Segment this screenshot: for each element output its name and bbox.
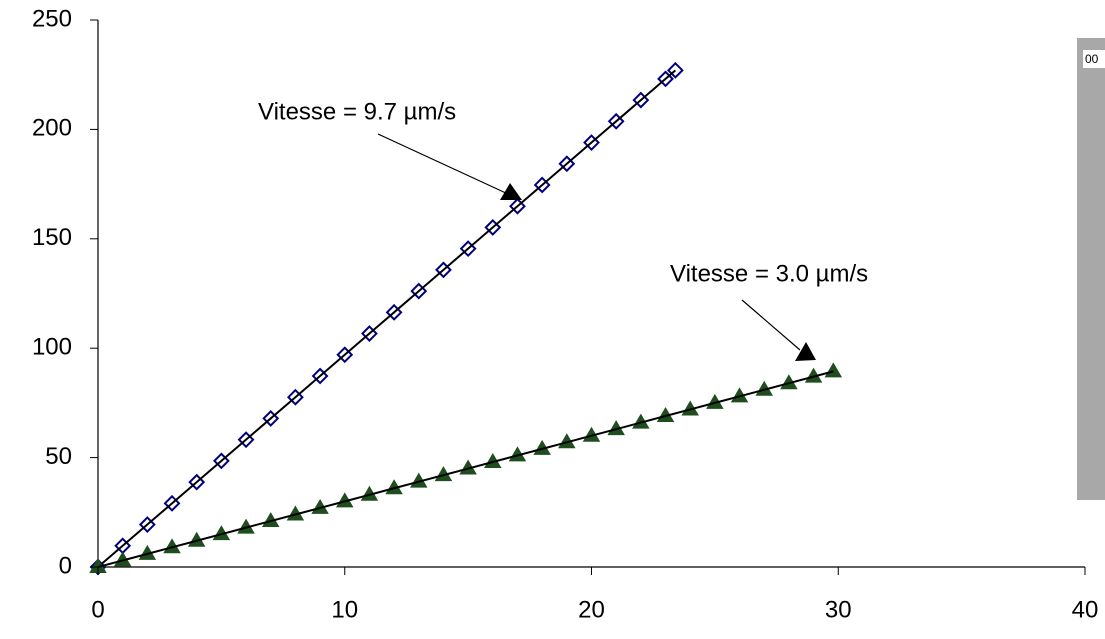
data-point: [311, 367, 329, 385]
data-point: [163, 494, 181, 512]
data-point: [459, 240, 477, 258]
y-tick-label: 150: [32, 224, 72, 251]
y-tick-label: 250: [32, 5, 72, 32]
data-point: [262, 410, 280, 427]
data-point: [212, 452, 230, 470]
arrow-head: [795, 342, 816, 361]
x-tick-label: 0: [91, 596, 104, 623]
annotation: Vitesse = 3.0 µm/s: [670, 260, 868, 287]
data-point: [533, 176, 551, 194]
x-tick-label: 30: [825, 596, 852, 623]
x-tick-label: 10: [331, 596, 358, 623]
y-tick-label: 0: [59, 552, 72, 579]
data-point: [632, 91, 650, 109]
data-point: [666, 61, 684, 79]
y-tick-label: 200: [32, 115, 72, 142]
data-point: [385, 303, 403, 321]
data-point: [824, 362, 843, 378]
data-point: [558, 155, 576, 173]
inset-label-box: [1083, 50, 1105, 68]
x-tick-label: 40: [1072, 596, 1099, 623]
data-point: [336, 346, 354, 364]
x-tick-label: 20: [578, 596, 605, 623]
data-point: [484, 219, 502, 236]
data-point: [237, 431, 255, 449]
data-point: [607, 112, 625, 130]
data-point: [435, 261, 452, 279]
y-tick-label: 100: [32, 334, 72, 361]
data-point: [657, 70, 674, 88]
data-point: [583, 134, 600, 151]
annotation-arrow: [741, 299, 801, 351]
annotation-arrow: [377, 133, 509, 195]
arrow-head: [500, 183, 522, 200]
annotation: Vitesse = 9.7 µm/s: [258, 98, 456, 125]
fit-line: [97, 69, 677, 568]
data-point: [188, 473, 206, 491]
data-point: [509, 197, 526, 215]
plot-area: [89, 61, 843, 576]
inset-image: [1077, 38, 1105, 500]
fit-line: [97, 370, 834, 568]
y-tick-label: 50: [45, 443, 72, 470]
data-point: [138, 516, 156, 533]
inset-label: 00: [1085, 52, 1099, 66]
data-point: [361, 325, 378, 342]
data-point: [286, 388, 304, 406]
data-point: [410, 282, 428, 300]
